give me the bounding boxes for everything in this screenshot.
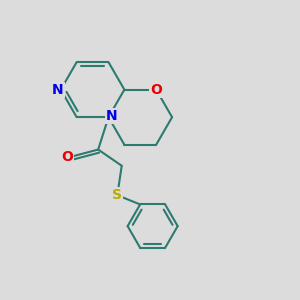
- Text: N: N: [106, 109, 118, 123]
- Text: N: N: [52, 82, 64, 97]
- Text: S: S: [112, 188, 122, 202]
- Text: O: O: [61, 150, 73, 164]
- Text: O: O: [150, 82, 162, 97]
